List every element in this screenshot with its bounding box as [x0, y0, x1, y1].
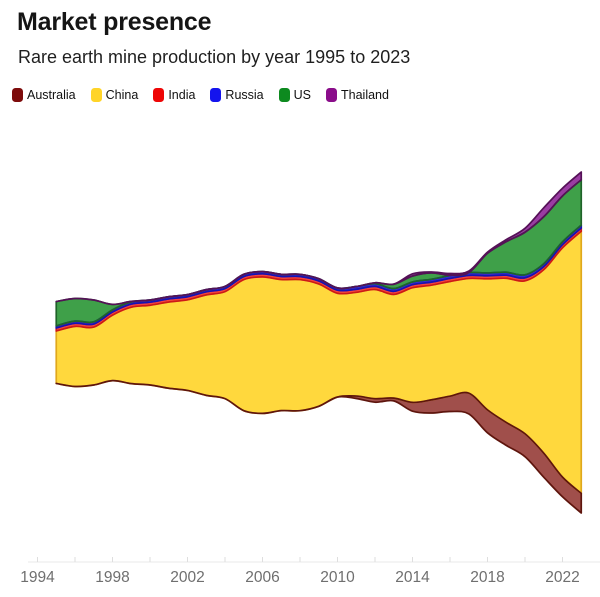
- legend-label: India: [168, 88, 196, 102]
- x-axis-label: 2014: [395, 569, 430, 586]
- legend-item-russia: Russia: [210, 88, 264, 102]
- legend-label: US: [293, 88, 312, 102]
- legend-label: China: [105, 88, 139, 102]
- legend-label: Russia: [225, 88, 264, 102]
- band-outline-australia: [55, 379, 583, 514]
- legend-item-thailand: Thailand: [326, 88, 389, 102]
- x-axis-label: 2018: [470, 569, 504, 586]
- legend-swatch-icon: [153, 88, 165, 102]
- x-axis-label: 2002: [170, 569, 204, 586]
- page-title: Market presence: [17, 8, 212, 36]
- legend-item-china: China: [90, 88, 139, 102]
- x-axis-label: 2006: [245, 569, 279, 586]
- band-china: [56, 231, 582, 494]
- legend-swatch-icon: [210, 88, 222, 102]
- x-axis-label: 2022: [545, 569, 579, 586]
- x-axis-label: 1998: [95, 569, 129, 586]
- legend-swatch-icon: [12, 88, 23, 102]
- x-axis-label: 1994: [20, 569, 55, 586]
- legend-item-us: US: [278, 88, 312, 102]
- band-outline-thailand: [55, 171, 583, 306]
- streamgraph-chart: 1994 1998 2002 2006 2010 2014 2018 2022: [20, 171, 600, 586]
- legend-swatch-icon: [90, 88, 102, 102]
- legend-swatch-icon: [326, 88, 338, 102]
- chart-legend: Australia China India Russia US Thailand: [12, 88, 389, 102]
- x-axis-label: 2010: [320, 569, 355, 586]
- chart-subtitle: Rare earth mine production by year 1995 …: [18, 47, 411, 67]
- legend-item-australia: Australia: [12, 88, 76, 102]
- chart-header: Market presence Rare earth mine producti…: [17, 8, 590, 68]
- legend-item-india: India: [153, 88, 195, 102]
- legend-label: Australia: [27, 88, 76, 102]
- legend-label: Thailand: [341, 88, 389, 102]
- legend-swatch-icon: [278, 88, 290, 102]
